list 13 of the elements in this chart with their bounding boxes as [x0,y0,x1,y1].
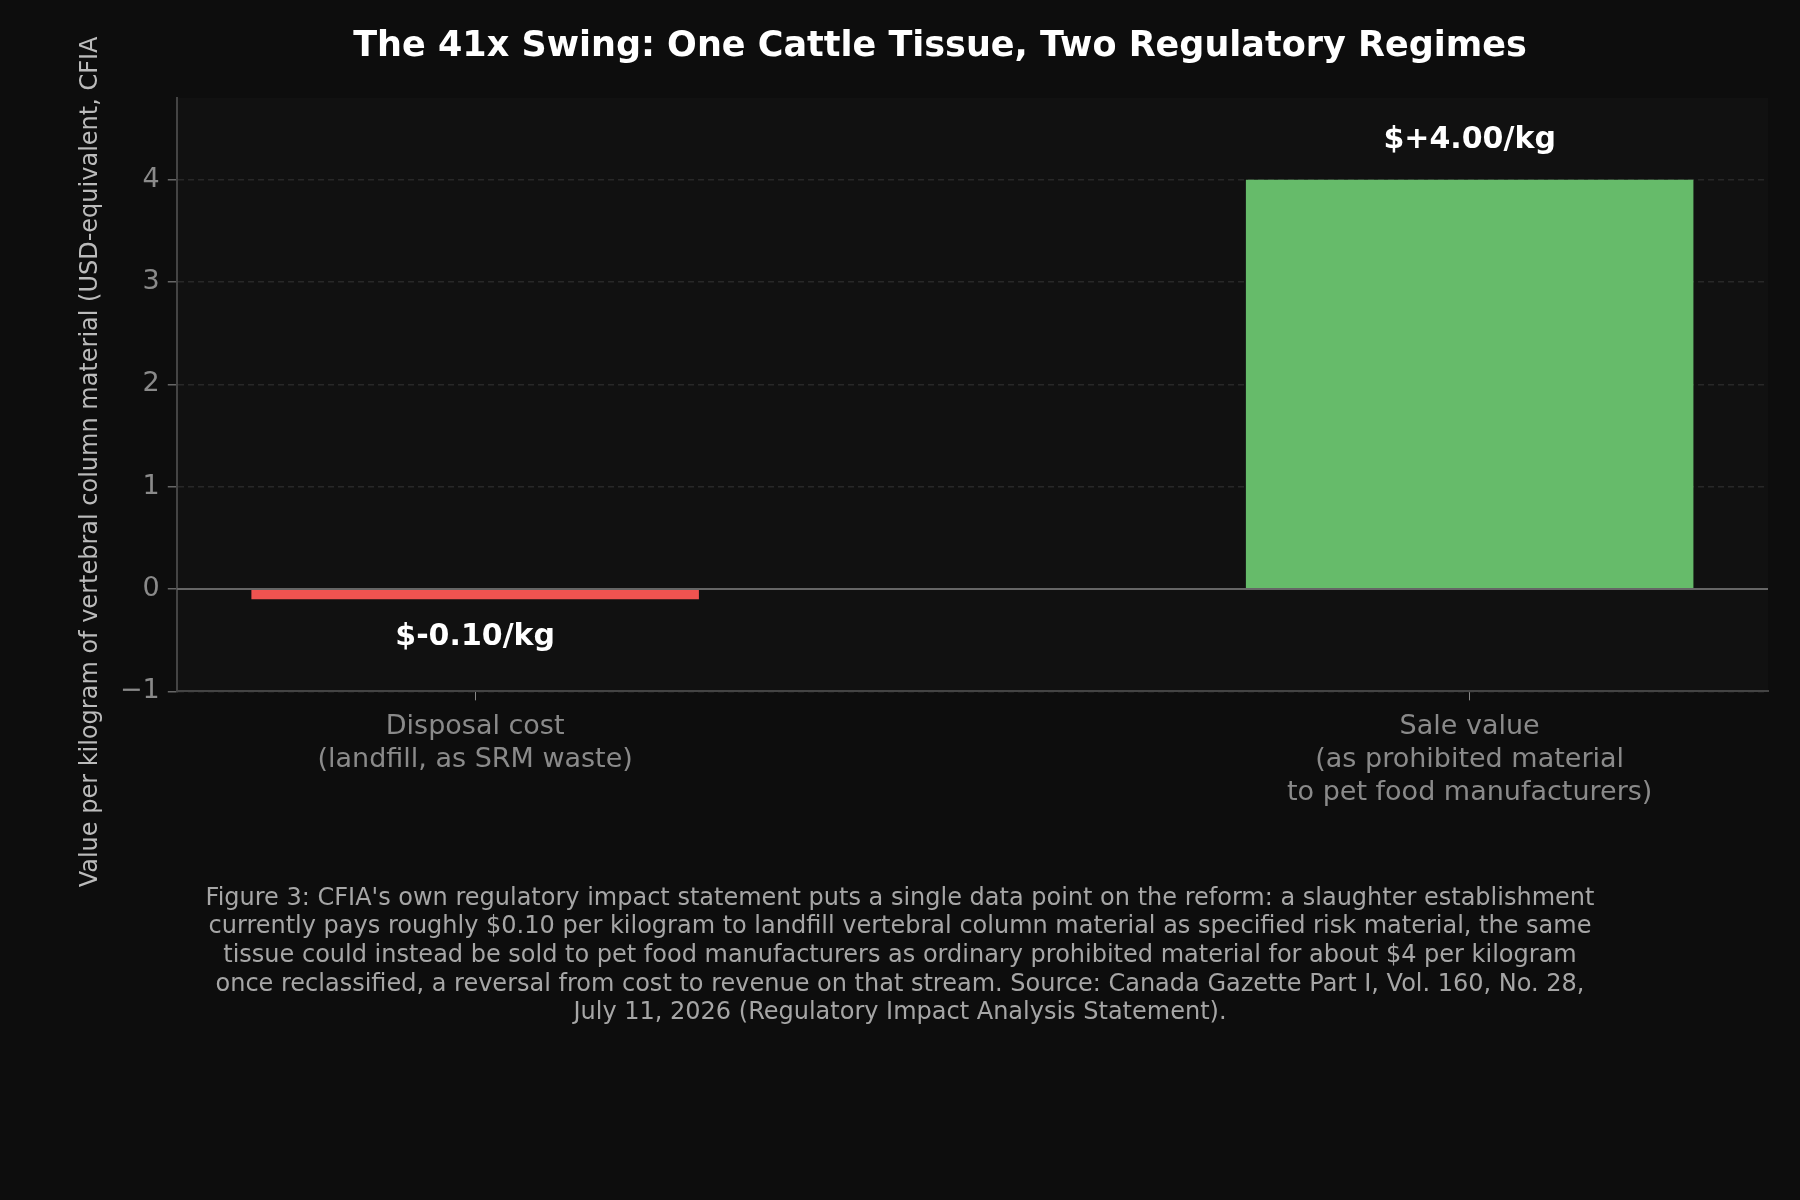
y-tick-label: 3 [142,264,160,296]
y-tick-label: 1 [142,468,160,500]
y-tick-label: 2 [142,366,160,398]
data-label: $-0.10/kg [395,617,556,653]
y-tick-label: −1 [119,673,160,705]
data-label: $+4.00/kg [1383,119,1556,155]
y-axis-title: Value per kilogram of vertebral column material (USD-equivalent, CFIA [75,35,104,888]
x-tick-label: Disposal cost (landfill, as SRM waste) [317,708,633,774]
caption: Figure 3: CFIA's own regulatory impact statement puts a single data point on the reform: a slaughter establishment currently pays roughly $0.10 per kilogram to landfill vertebral column material as specified risk material, the same tissue could instead be sold to pet food manufacturers as ordinary prohibited material for about $4 per kilogram once reclassified, a reversal from cost to revenue on that stream. Source: Canada Gazette Part I, Vol. 160, No. 28, July 11, 2026 (Regulatory Impact Analysis Statement). [205,882,1595,1026]
y-tick-label: 0 [142,571,160,603]
chart-title: The 41x Swing: One Cattle Tissue, Two Regulatory Regimes [353,24,1527,65]
x-tick-label: Sale value (as prohibited material to pet food manufacturers) [1286,708,1653,807]
y-tick-label: 4 [142,161,160,193]
